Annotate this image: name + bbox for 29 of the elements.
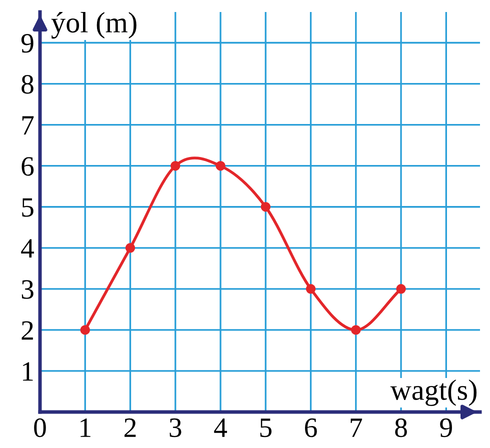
y-tick-label: 9 [21, 34, 34, 53]
x-tick-label: 8 [395, 418, 407, 438]
point [216, 160, 226, 171]
point [125, 243, 136, 253]
point [170, 160, 180, 171]
y-tick-label: 1 [23, 362, 33, 381]
y-tick-label: 5 [22, 198, 34, 217]
y-tick-label: 3 [22, 280, 34, 299]
point [80, 325, 90, 335]
x-tick-label: 5 [260, 418, 272, 438]
x-tick-label: 0 [34, 418, 46, 438]
x-tick-label: 4 [214, 418, 228, 437]
x-tick-label: 2 [124, 418, 136, 437]
x-tick-label: 9 [440, 418, 452, 438]
point [396, 284, 406, 294]
x-tick-label: 3 [170, 418, 182, 438]
y-tick-label: 8 [22, 74, 34, 94]
x-tick-label: 6 [305, 418, 317, 438]
y-tick-label: 7 [22, 116, 34, 134]
x-tick-label: 7 [350, 418, 362, 437]
x-axis-title: wagt(s) [390, 379, 477, 406]
y-axis-title: ýol (m) [51, 12, 136, 39]
x-tick-label: 1 [80, 418, 90, 437]
y-tick-label: 4 [21, 239, 34, 258]
point [351, 325, 361, 335]
point [306, 284, 316, 294]
point [260, 202, 271, 212]
y-tick-label: 6 [22, 157, 34, 176]
y-tick-label: 2 [22, 321, 33, 340]
